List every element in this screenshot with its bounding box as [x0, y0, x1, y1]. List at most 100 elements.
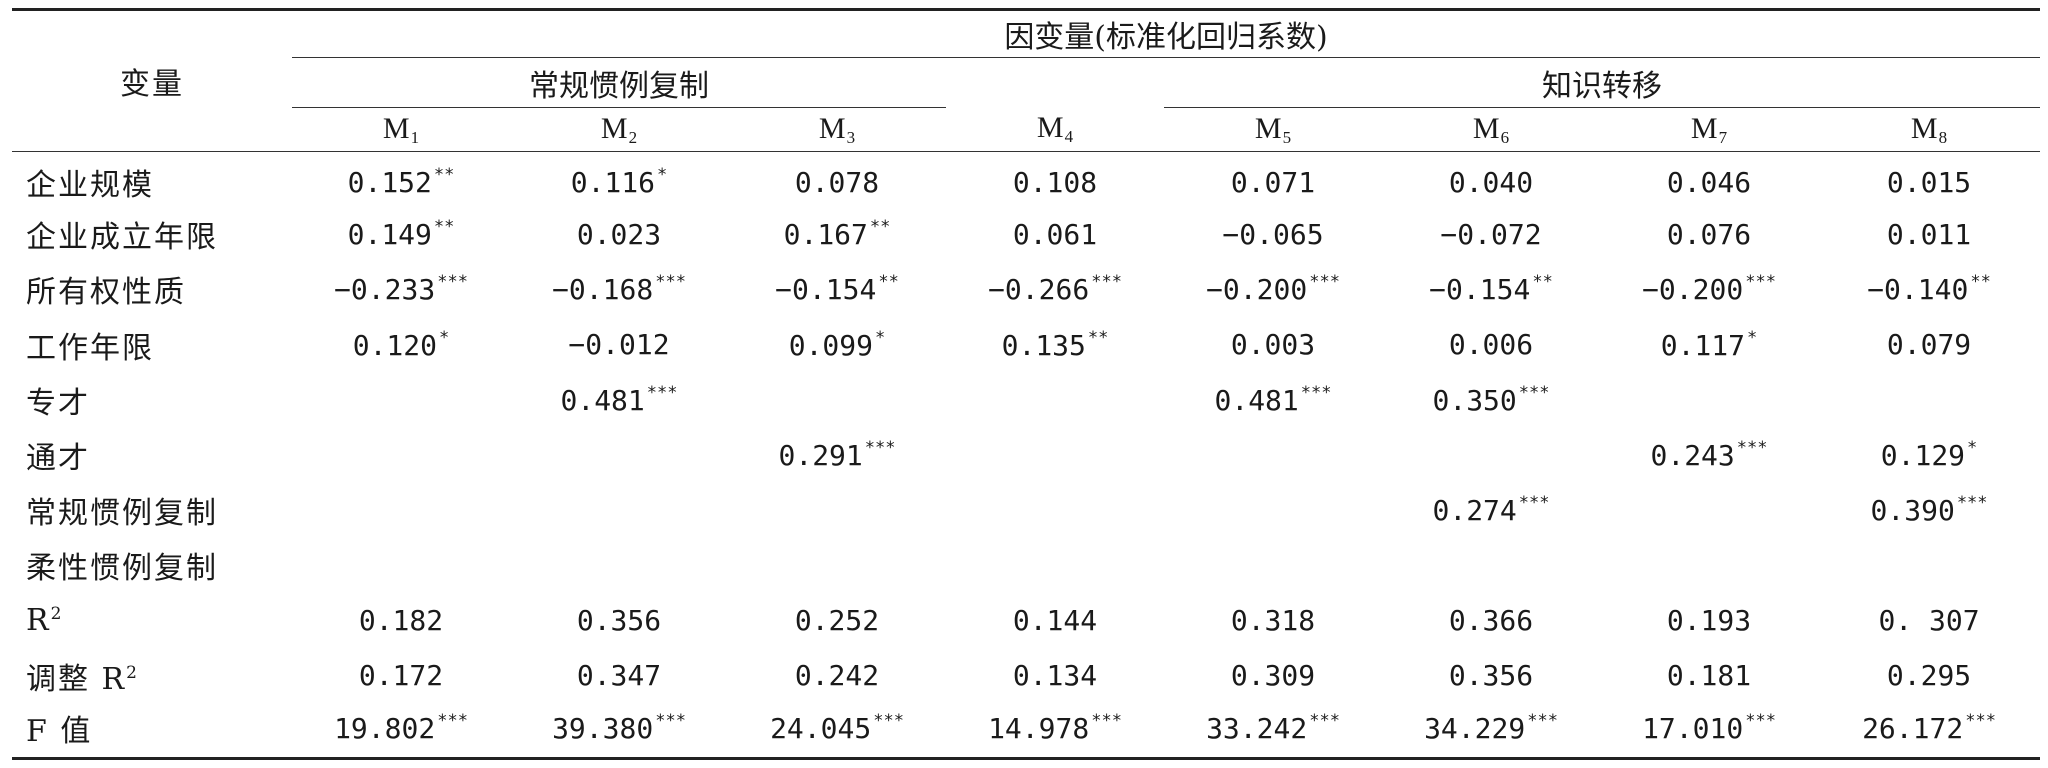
- model-index: 5: [1282, 127, 1292, 147]
- model-letter: M: [1036, 111, 1064, 145]
- coefficient-cell: 0.318: [1164, 593, 1382, 648]
- row-label: 企业规模: [12, 152, 292, 207]
- coefficient-cell: −0.065: [1164, 207, 1382, 262]
- coefficient-cell: −0.233 ***: [292, 262, 510, 317]
- coefficient-value: 0.076: [1666, 217, 1752, 251]
- coefficient-value: 0.390: [1870, 494, 1955, 528]
- significance-stars: ***: [437, 711, 468, 732]
- coefficient-cell: 0.117 *: [1600, 317, 1818, 372]
- coefficient-cell: 0.481 ***: [510, 372, 728, 427]
- coefficient-value: 0.149: [347, 218, 432, 252]
- row-label: 工作年限: [12, 317, 292, 372]
- group-header-knowledge-transfer: 知识转移: [1164, 57, 2041, 108]
- model-letter: M: [1254, 111, 1282, 145]
- coefficient-cell: [1382, 427, 1600, 482]
- row-label-text: 通才: [26, 441, 90, 477]
- coefficient-value: 0.117: [1660, 328, 1746, 362]
- coefficient-cell: 0.193: [1600, 593, 1818, 648]
- coefficient-value: 17.010: [1642, 712, 1744, 746]
- coefficient-cell: 0.040: [1382, 152, 1600, 207]
- coefficient-value: 0.291: [778, 439, 863, 473]
- coefficient-value: −0.154: [775, 273, 877, 307]
- coefficient-cell: 0.120 *: [292, 317, 510, 372]
- coefficient-cell: [510, 538, 728, 593]
- coefficient-cell: 0.099 *: [728, 317, 946, 372]
- significance-stars: **: [1532, 272, 1553, 293]
- coefficient-value: 0.116: [570, 166, 656, 200]
- coefficient-value: 0.295: [1886, 659, 1972, 693]
- coefficient-value: −0.154: [1429, 273, 1531, 307]
- row-label: F 值: [12, 703, 292, 758]
- coefficient-cell: −0.012: [510, 317, 728, 372]
- row-label-superscript: 2: [126, 662, 139, 683]
- coefficient-cell: 0.011: [1818, 207, 2040, 262]
- row-label-text: F 值: [26, 714, 93, 750]
- significance-stars: ***: [437, 272, 468, 293]
- table-header: 变量 因变量(标准化回归系数) 常规惯例复制 知识转移 M1 M2 M3 M4 M5 M6…: [12, 9, 2041, 152]
- model-index: 6: [1500, 127, 1510, 147]
- model-index: 3: [846, 127, 856, 147]
- coefficient-value: 0.078: [794, 165, 880, 199]
- coefficient-cell: [292, 372, 510, 427]
- coefficient-cell: −0.154 **: [728, 262, 946, 317]
- significance-stars: ***: [864, 438, 896, 459]
- model-header-m5: M5: [1164, 108, 1382, 152]
- coefficient-value: 0.152: [347, 166, 432, 200]
- coefficient-value: 0.023: [576, 217, 662, 251]
- coefficient-value: 0.243: [1650, 439, 1735, 473]
- significance-stars: ***: [1965, 711, 1996, 732]
- coefficient-cell: [946, 427, 1164, 482]
- coefficient-value: 0.481: [560, 383, 645, 417]
- coefficient-value: 0.356: [576, 604, 662, 638]
- row-label: R2: [12, 593, 292, 648]
- coefficient-value: −0.266: [988, 273, 1090, 307]
- model-letter: M: [382, 111, 410, 145]
- significance-stars: ***: [1745, 711, 1776, 732]
- model-letter: M: [600, 111, 628, 145]
- table-row: 企业规模 0.152 ** 0.116 * 0.078 0.108 0.071 0.040 0.0…: [12, 152, 2040, 207]
- model-header-m6: M6: [1382, 108, 1600, 152]
- significance-stars: ***: [1527, 711, 1558, 732]
- coefficient-cell: [728, 483, 946, 538]
- coefficient-cell: 0.481 ***: [1164, 372, 1382, 427]
- model-letter: M: [1690, 111, 1718, 145]
- coefficient-cell: 0.181: [1600, 648, 1818, 703]
- coefficient-value: 0.356: [1448, 659, 1534, 693]
- coefficient-cell: [292, 483, 510, 538]
- group-header-routine-replication: 常规惯例复制: [292, 57, 946, 108]
- coefficient-cell: [510, 427, 728, 482]
- coefficient-cell: 17.010 ***: [1600, 703, 1818, 758]
- coefficient-cell: 19.802 ***: [292, 703, 510, 758]
- coefficient-value: 0.309: [1230, 659, 1316, 693]
- row-label: 通才: [12, 427, 292, 482]
- coefficient-cell: 39.380 ***: [510, 703, 728, 758]
- coefficient-value: −0.140: [1867, 273, 1969, 307]
- coefficient-value: 0.350: [1432, 383, 1517, 417]
- coefficient-cell: 26.172 ***: [1818, 703, 2040, 758]
- coefficient-cell: 0.144: [946, 593, 1164, 648]
- coefficient-cell: [728, 538, 946, 593]
- coefficient-cell: 0.291 ***: [728, 427, 946, 482]
- coefficient-value: 0.318: [1230, 604, 1316, 638]
- model-letter: M: [1472, 111, 1500, 145]
- coefficient-value: 39.380: [552, 712, 654, 746]
- coefficient-value: −0.012: [568, 328, 670, 362]
- coefficient-value: −0.065: [1222, 217, 1324, 251]
- coefficient-value: 0.252: [794, 604, 880, 638]
- significance-stars: *: [657, 165, 668, 186]
- significance-stars: *: [439, 327, 450, 348]
- coefficient-cell: 0.274 ***: [1382, 483, 1600, 538]
- model-header-m4: M4: [946, 108, 1164, 152]
- coefficient-value: 0.347: [576, 659, 662, 693]
- coefficient-value: −0.233: [334, 273, 436, 307]
- coefficient-cell: 0.366: [1382, 593, 1600, 648]
- significance-stars: ***: [1309, 272, 1340, 293]
- coefficient-cell: 24.045 ***: [728, 703, 946, 758]
- dependent-variable-header: 因变量(标准化回归系数): [292, 9, 2041, 58]
- coefficient-cell: [1164, 483, 1382, 538]
- row-label-text: 所有权性质: [26, 275, 186, 311]
- coefficient-cell: [1600, 538, 1818, 593]
- model-header-m3: M3: [728, 108, 946, 152]
- coefficient-cell: 0.172: [292, 648, 510, 703]
- coefficient-cell: 0.309: [1164, 648, 1382, 703]
